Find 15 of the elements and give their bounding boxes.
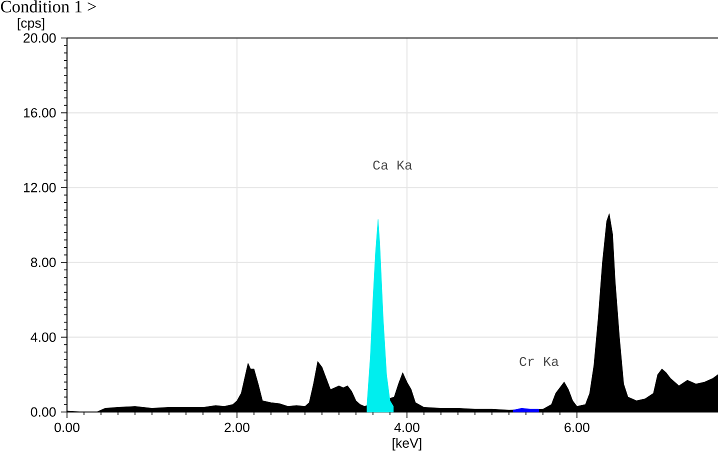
annotation: Cr Ka bbox=[520, 356, 559, 366]
x-axis-title: [keV] bbox=[392, 438, 422, 450]
y-tick-label: 0.00 bbox=[30, 407, 56, 417]
y-tick-label: 16.00 bbox=[24, 108, 56, 118]
annotation: Ca Ka bbox=[373, 160, 412, 170]
x-tick-label: 4.00 bbox=[394, 422, 420, 432]
y-tick-label: 20.00 bbox=[24, 33, 56, 43]
y-tick-label: 8.00 bbox=[30, 258, 56, 268]
x-tick-label: 6.00 bbox=[564, 422, 590, 432]
x-tick-label: 0.00 bbox=[54, 422, 80, 432]
y-axis-title: [cps] bbox=[18, 18, 44, 30]
y-tick-label: 4.00 bbox=[30, 332, 56, 342]
chart-title: Condition 1 > bbox=[0, 0, 96, 12]
y-tick-label: 12.00 bbox=[24, 182, 56, 192]
x-tick-label: 2.00 bbox=[224, 422, 250, 432]
